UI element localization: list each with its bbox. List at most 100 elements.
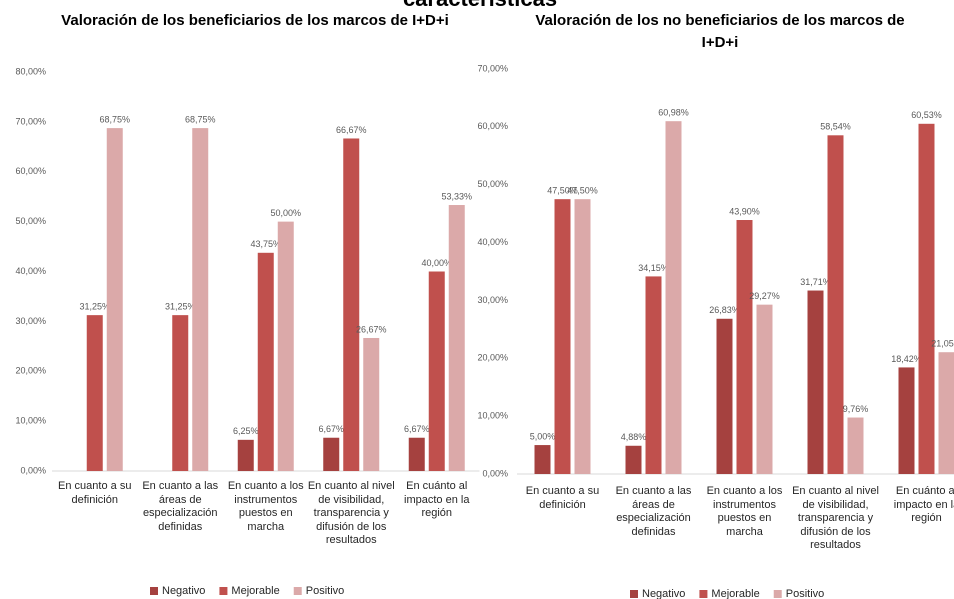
bar — [827, 135, 844, 474]
bar — [428, 271, 445, 471]
bar — [716, 318, 733, 474]
x-tick-label: En cuanto a su definición — [58, 480, 132, 506]
data-label: 29,27% — [749, 291, 780, 301]
chart-title: Valoración de los beneficiarios de los m… — [61, 12, 449, 29]
data-label: 31,71% — [800, 277, 831, 287]
legend-label: Mejorable — [711, 588, 759, 599]
data-label: 43,90% — [729, 206, 760, 216]
y-tick-label: 70,00% — [15, 116, 46, 126]
data-label: 21,05% — [931, 339, 954, 349]
legend-swatch — [630, 590, 638, 598]
legend-swatch — [150, 587, 158, 595]
x-tick-label: En cuánto al impacto en la región — [404, 480, 470, 519]
y-tick-label: 40,00% — [477, 237, 508, 247]
data-label: 43,75% — [250, 239, 281, 249]
legend-swatch — [219, 587, 228, 595]
y-tick-label: 60,00% — [15, 166, 46, 176]
y-tick-label: 0,00% — [482, 468, 508, 478]
bar — [534, 445, 551, 474]
bar — [938, 352, 954, 474]
y-tick-label: 20,00% — [15, 366, 46, 376]
x-tick-label: En cuanto a los instrumentos puestos en … — [227, 480, 304, 533]
page-heading: características — [330, 0, 630, 12]
y-tick-label: 80,00% — [15, 66, 46, 76]
data-label: 60,98% — [658, 108, 689, 118]
bar — [86, 315, 103, 471]
x-tick-label: En cuanto a los instrumentos puestos en … — [706, 485, 783, 538]
legend-label: Positivo — [786, 588, 825, 599]
data-label: 47,50% — [567, 186, 598, 196]
data-label: 9,76% — [843, 404, 869, 414]
bar — [277, 221, 294, 471]
x-tick-label: En cuanto al nivel de visibilidad, trans… — [307, 480, 395, 546]
bar — [645, 276, 662, 474]
bar — [408, 437, 425, 471]
bar — [736, 220, 753, 474]
bar — [172, 315, 189, 471]
x-tick-label: En cuanto a las áreas de especialización… — [615, 485, 692, 538]
legend-label: Negativo — [162, 585, 205, 597]
data-label: 40,00% — [421, 258, 452, 268]
y-tick-label: 10,00% — [15, 416, 46, 426]
legend-swatch — [773, 590, 782, 598]
legend-label: Mejorable — [231, 585, 279, 597]
bar — [323, 437, 340, 471]
bar — [363, 337, 380, 471]
data-label: 18,42% — [891, 354, 922, 364]
bar — [257, 252, 274, 471]
bar — [192, 128, 209, 471]
data-label: 68,75% — [185, 114, 216, 124]
y-tick-label: 10,00% — [477, 411, 508, 421]
legend-label: Negativo — [642, 588, 685, 599]
bar — [918, 123, 935, 474]
data-label: 5,00% — [530, 431, 556, 441]
y-tick-label: 0,00% — [20, 465, 46, 475]
legend-swatch — [293, 587, 302, 595]
bar — [665, 121, 682, 475]
data-label: 60,53% — [911, 110, 942, 120]
bar — [898, 367, 915, 474]
y-tick-label: 50,00% — [477, 179, 508, 189]
data-label: 58,54% — [820, 122, 851, 132]
bar — [574, 199, 591, 474]
data-label: 53,33% — [441, 191, 472, 201]
data-label: 26,83% — [709, 305, 740, 315]
y-tick-label: 30,00% — [15, 316, 46, 326]
y-tick-label: 40,00% — [15, 266, 46, 276]
x-tick-label: En cuánto al impacto en la región — [893, 485, 954, 524]
y-tick-label: 60,00% — [477, 121, 508, 131]
x-tick-label: En cuanto a las áreas de especialización… — [142, 480, 219, 533]
data-label: 50,00% — [270, 208, 301, 218]
data-label: 31,25% — [165, 302, 196, 312]
data-label: 6,67% — [404, 424, 430, 434]
bar — [106, 128, 123, 471]
x-tick-label: En cuanto a su definición — [525, 485, 600, 511]
data-label: 66,67% — [336, 125, 367, 135]
bar — [448, 205, 465, 471]
data-label: 31,25% — [79, 302, 110, 312]
data-label: 6,67% — [318, 424, 344, 434]
y-tick-label: 20,00% — [477, 353, 508, 363]
y-tick-label: 70,00% — [477, 63, 508, 73]
bar — [237, 439, 254, 471]
y-tick-label: 50,00% — [15, 216, 46, 226]
bar — [343, 138, 360, 471]
data-label: 47,50% — [547, 186, 578, 196]
x-tick-label: En cuanto al nivel de visibilidad, trans… — [792, 485, 879, 551]
y-tick-label: 30,00% — [477, 295, 508, 305]
legend-swatch — [699, 590, 708, 598]
bar — [807, 290, 824, 474]
bar — [847, 417, 864, 474]
chart-title: Valoración de los no beneficiarios de lo… — [535, 12, 905, 51]
data-label: 6,25% — [233, 426, 259, 436]
data-label: 34,15% — [638, 263, 669, 273]
bar — [554, 199, 571, 474]
bar — [756, 304, 773, 474]
data-label: 26,67% — [356, 324, 387, 334]
bar — [625, 445, 642, 474]
legend-label: Positivo — [306, 585, 345, 597]
data-label: 68,75% — [99, 114, 130, 124]
data-label: 4,88% — [621, 432, 647, 442]
